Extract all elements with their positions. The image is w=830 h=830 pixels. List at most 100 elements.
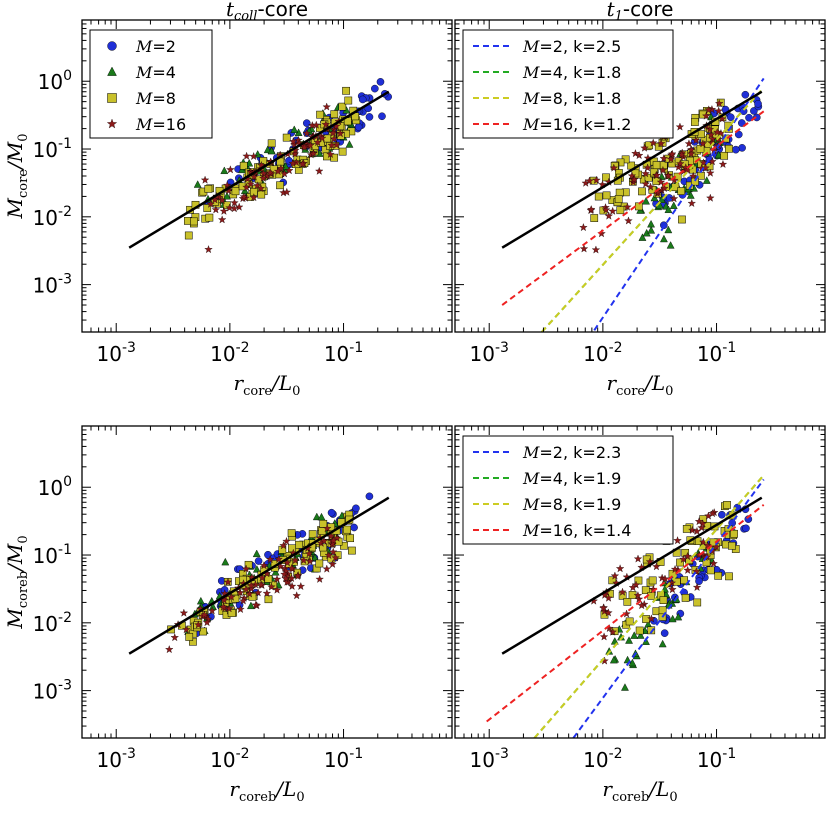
- data-point: [302, 128, 311, 137]
- xlabel-rest-subscript: 0: [665, 384, 673, 399]
- title-main: t: [607, 0, 616, 21]
- series-m-16: [165, 524, 342, 654]
- y-tick-exponent: -3: [58, 678, 72, 694]
- data-point: [681, 594, 690, 602]
- data-point: [345, 140, 354, 148]
- data-point: [326, 149, 335, 158]
- data-point: [193, 180, 202, 188]
- data-point: [262, 588, 272, 597]
- plot-area: [128, 492, 390, 655]
- x-tick-base: 10: [97, 342, 122, 366]
- data-point: [246, 601, 255, 610]
- x-axis-label: rcore/L0: [234, 371, 301, 399]
- data-point: [207, 606, 217, 615]
- x-tick-label: 10-1: [324, 340, 363, 366]
- data-point: [311, 553, 319, 562]
- data-point: [706, 566, 715, 575]
- data-point: [251, 600, 261, 609]
- legend-label-rest: =2, k=2.5: [539, 37, 621, 56]
- reference-line: [501, 90, 763, 249]
- data-point: [728, 541, 736, 550]
- data-point: [738, 144, 746, 152]
- fit-line: [572, 478, 765, 738]
- data-point: [220, 166, 229, 174]
- x-axis-label: rcoreb/L0: [602, 777, 677, 805]
- x-tick-exponent: -3: [122, 340, 136, 356]
- data-point: [259, 173, 268, 182]
- data-point: [205, 213, 214, 222]
- legend-label: M=4, k=1.8: [522, 63, 621, 82]
- ylabel-subscript: coreb: [16, 571, 31, 608]
- data-point: [696, 144, 705, 153]
- xlabel-subscript: core: [616, 384, 645, 399]
- legend-label-symbol: M: [135, 37, 153, 56]
- data-point: [643, 163, 652, 172]
- data-point: [322, 564, 331, 573]
- xlabel-subscript: core: [243, 384, 272, 399]
- data-point: [239, 596, 248, 605]
- data-point: [610, 571, 620, 580]
- legend-label-rest: =4, k=1.9: [539, 469, 621, 488]
- ylabel-main: M: [3, 198, 27, 220]
- data-point: [322, 102, 331, 111]
- data-point: [378, 112, 386, 121]
- data-point: [304, 549, 314, 558]
- legend-label-rest: =8, k=1.8: [539, 89, 621, 108]
- x-tick-base: 10: [210, 342, 235, 366]
- legend-label-symbol: M: [135, 89, 153, 108]
- legend-label: M=16, k=1.4: [522, 521, 631, 540]
- legend-box: [462, 435, 674, 545]
- data-point: [290, 149, 300, 158]
- data-point: [650, 168, 658, 177]
- data-point: [226, 165, 235, 174]
- data-point: [376, 78, 385, 86]
- x-tick-label: 10-3: [470, 746, 509, 772]
- data-point: [299, 556, 308, 564]
- y-tick-exponent: -2: [58, 610, 72, 626]
- legend-swatch-marker: [107, 41, 117, 51]
- data-point: [594, 192, 603, 201]
- x-tick-base: 10: [697, 748, 722, 772]
- data-point: [358, 95, 367, 104]
- data-point: [585, 176, 594, 185]
- data-point: [221, 557, 230, 566]
- legend-label-symbol: M: [522, 89, 540, 108]
- legend-label-rest: =16, k=1.4: [539, 521, 631, 540]
- legend-label-symbol: M: [522, 495, 540, 514]
- data-point: [225, 203, 234, 212]
- data-point: [276, 181, 284, 190]
- x-tick-exponent: -2: [236, 340, 250, 356]
- data-point: [271, 567, 280, 576]
- xlabel-subscript: coreb: [239, 790, 276, 805]
- data-point: [664, 225, 673, 234]
- legend-label-symbol: M: [522, 443, 540, 462]
- x-tick-exponent: -2: [609, 746, 623, 762]
- data-point: [686, 191, 695, 199]
- data-point: [315, 559, 324, 568]
- data-point: [652, 161, 661, 170]
- data-point: [315, 166, 324, 175]
- data-point: [254, 557, 263, 565]
- data-point: [323, 152, 331, 161]
- data-point: [656, 177, 666, 186]
- y-tick-label: 100: [38, 474, 72, 500]
- data-point: [231, 187, 240, 196]
- data-point: [664, 171, 673, 180]
- data-point: [592, 175, 601, 184]
- data-point: [718, 510, 726, 519]
- data-point: [203, 204, 212, 212]
- data-point: [256, 580, 266, 589]
- data-point: [687, 145, 696, 154]
- data-point: [327, 140, 336, 149]
- data-point: [329, 536, 338, 545]
- data-point: [338, 147, 347, 156]
- data-point: [319, 543, 327, 552]
- data-point: [656, 139, 666, 148]
- data-point: [287, 529, 296, 537]
- data-point: [211, 205, 221, 214]
- legend-label-symbol: M: [522, 521, 540, 540]
- data-point: [316, 110, 324, 119]
- data-point: [712, 542, 721, 551]
- data-point: [714, 571, 723, 580]
